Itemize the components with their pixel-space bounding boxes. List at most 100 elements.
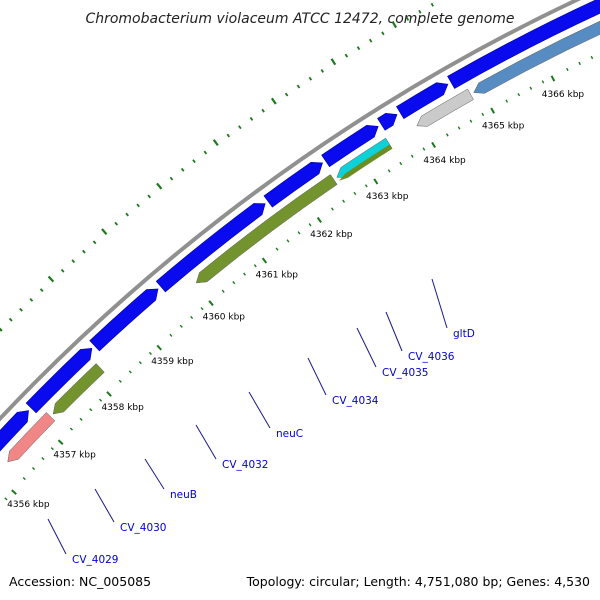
outer-tick-mark (92, 240, 97, 245)
scale-tick (261, 257, 268, 264)
forward-cds-arrow[interactable] (25, 347, 93, 414)
outer-tick-mark (296, 84, 301, 89)
scale-minor-tick (232, 281, 236, 285)
scale-tick-label: 4364 kbp (423, 156, 466, 166)
scale-minor-tick (138, 361, 142, 365)
scale-tick-label: 4365 kbp (482, 122, 525, 132)
gene-leader-line (356, 327, 377, 368)
outer-tick-mark (261, 108, 265, 113)
scale-tick-label: 4361 kbp (256, 270, 299, 280)
scale-tick-label: 4363 kbp (366, 192, 409, 202)
gene-label-layer: CV_4029 CV_4030 neuB CV_4032 neuC CV_4034 CV_4… (47, 278, 475, 566)
gene-leader-line (94, 488, 115, 523)
outer-tick-mark (101, 228, 108, 236)
gene-label-neuc[interactable]: neuC (276, 428, 303, 440)
forward-cds-arrow[interactable] (155, 203, 266, 293)
scale-minor-tick (457, 126, 461, 130)
scale-tick (208, 300, 214, 307)
outer-tick-mark (330, 58, 337, 66)
reverse-cds-underlay (339, 144, 393, 181)
outer-tick-mark (238, 125, 242, 130)
outer-tick-mark (156, 182, 163, 190)
scale-tick-label: 4360 kbp (203, 313, 246, 323)
outer-tick-mark (82, 249, 86, 254)
outer-tick-mark (405, 16, 410, 21)
reverse-cds-arrow[interactable] (7, 412, 56, 463)
scale-minor-tick (353, 191, 357, 196)
scale-minor-tick (69, 427, 73, 431)
gene-label-cv_4036[interactable]: CV_4036 (408, 351, 455, 363)
outer-tick-mark (284, 92, 289, 97)
scale-minor-tick (128, 370, 132, 374)
scale-tick (11, 489, 17, 495)
scale-minor-tick (445, 133, 449, 137)
gene-label-cv_4029[interactable]: CV_4029 (72, 554, 119, 566)
outer-tick-mark (47, 275, 55, 283)
gene-label-cv_4035[interactable]: CV_4035 (382, 367, 429, 379)
scale-minor-tick (50, 447, 54, 451)
outer-tick-mark (180, 167, 185, 172)
scale-tick (490, 107, 495, 114)
scale-tick (373, 178, 379, 185)
scale-tick-label: 4357 kbp (53, 451, 96, 461)
forward-cds-arrow[interactable] (0, 410, 29, 475)
scale-tick-label: 4362 kbp (310, 230, 353, 240)
scale-minor-tick (79, 417, 83, 421)
reverse-cds-arrow[interactable] (416, 88, 474, 127)
gene-label-cv_4030[interactable]: CV_4030 (120, 522, 167, 534)
outer-tick-mark (192, 159, 196, 164)
reverse-cds-arrow[interactable] (52, 363, 105, 415)
forward-strand-track (0, 0, 600, 475)
gene-label-gltd[interactable]: gltD (453, 328, 475, 340)
scale-tick-label: 4366 kbp (542, 90, 585, 100)
outer-tick-mark (114, 221, 119, 226)
scale-minor-tick (41, 457, 45, 461)
gene-leader-line (248, 391, 271, 429)
scale-minor-tick (422, 147, 426, 151)
scale-minor-tick (541, 80, 545, 84)
gene-leader-line (307, 357, 327, 396)
forward-cds-arrow[interactable] (447, 0, 600, 89)
scale-tick-label: 4356 kbp (7, 500, 50, 510)
scale-minor-tick (169, 333, 173, 337)
scale-minor-tick (469, 119, 473, 123)
gene-label-neub[interactable]: neuB (170, 489, 197, 501)
scale-minor-tick (590, 55, 594, 60)
forward-cds-arrow[interactable] (321, 124, 379, 168)
outer-tick-mark (29, 298, 34, 302)
scale-minor-tick (410, 154, 414, 158)
outer-tick-mark (226, 133, 231, 138)
gene-label-cv_4032[interactable]: CV_4032 (222, 459, 269, 471)
forward-cds-arrow[interactable] (263, 161, 323, 208)
scale-minor-tick (308, 223, 312, 227)
scale-minor-tick (399, 161, 403, 166)
outer-tick-mark (203, 150, 208, 155)
scale-tick (550, 75, 556, 82)
scale-minor-tick (364, 184, 368, 188)
scale-minor-tick (148, 351, 152, 356)
scale-minor-tick (481, 112, 485, 117)
forward-cds-arrow[interactable] (396, 82, 449, 119)
scale-tick-label: 4359 kbp (151, 357, 194, 367)
outer-tick-mark (369, 38, 373, 43)
outer-tick-mark (308, 76, 313, 81)
outer-tick-mark (344, 53, 349, 58)
gene-label-cv_4034[interactable]: CV_4034 (332, 395, 379, 407)
scale-tick (57, 439, 64, 445)
scale-tick (156, 344, 162, 351)
reverse-cds-arrow[interactable] (473, 0, 600, 94)
outer-tick-mark (71, 259, 76, 264)
forward-cds-arrow[interactable] (377, 113, 398, 131)
reverse-cds-arrow[interactable] (195, 174, 338, 284)
outer-tick-mark (391, 20, 398, 29)
scale-minor-tick (342, 199, 346, 203)
outer-tick-mark (270, 97, 277, 105)
scale-minor-tick (31, 466, 36, 471)
scale-minor-tick (179, 324, 183, 328)
gene-leader-line (47, 518, 67, 555)
scale-minor-tick (297, 231, 301, 235)
forward-cds-arrow[interactable] (89, 288, 159, 352)
scale-minor-tick (566, 67, 569, 72)
